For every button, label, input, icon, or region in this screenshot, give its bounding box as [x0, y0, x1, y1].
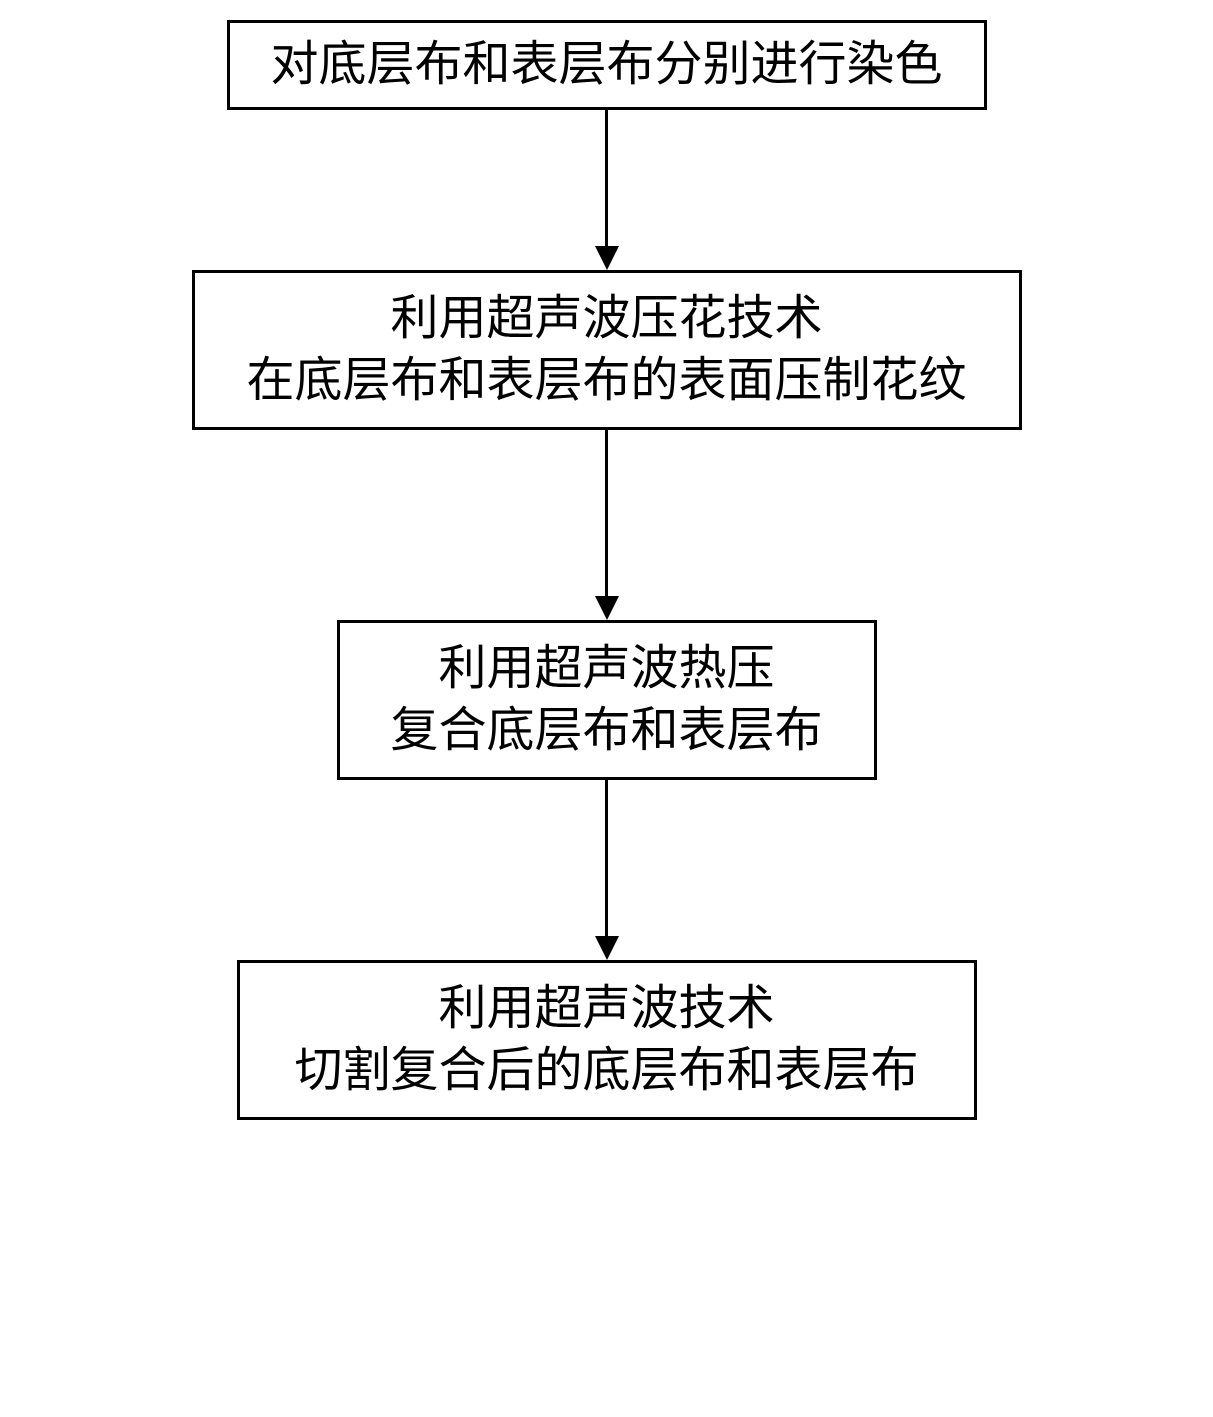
- node-text: 在底层布和表层布的表面压制花纹: [246, 350, 966, 412]
- arrow-shaft: [605, 430, 608, 596]
- arrow-shaft: [605, 780, 608, 936]
- flowchart-node-2: 利用超声波压花技术 在底层布和表层布的表面压制花纹: [192, 270, 1022, 430]
- arrow-shaft: [605, 110, 608, 246]
- flowchart-arrow-2: [595, 430, 619, 620]
- arrow-head-icon: [595, 936, 619, 960]
- flowchart-arrow-1: [595, 110, 619, 270]
- flowchart-node-1: 对底层布和表层布分别进行染色: [227, 20, 987, 110]
- node-text: 利用超声波技术: [438, 978, 774, 1040]
- node-text: 利用超声波热压: [438, 638, 774, 700]
- flowchart-node-3: 利用超声波热压 复合底层布和表层布: [337, 620, 877, 780]
- flowchart-arrow-3: [595, 780, 619, 960]
- flowchart-container: 对底层布和表层布分别进行染色 利用超声波压花技术 在底层布和表层布的表面压制花纹…: [192, 20, 1022, 1120]
- node-text: 复合底层布和表层布: [390, 700, 822, 762]
- arrow-head-icon: [595, 246, 619, 270]
- flowchart-node-4: 利用超声波技术 切割复合后的底层布和表层布: [237, 960, 977, 1120]
- node-text: 对底层布和表层布分别进行染色: [270, 34, 942, 96]
- arrow-head-icon: [595, 596, 619, 620]
- node-text: 利用超声波压花技术: [390, 288, 822, 350]
- node-text: 切割复合后的底层布和表层布: [294, 1040, 918, 1102]
